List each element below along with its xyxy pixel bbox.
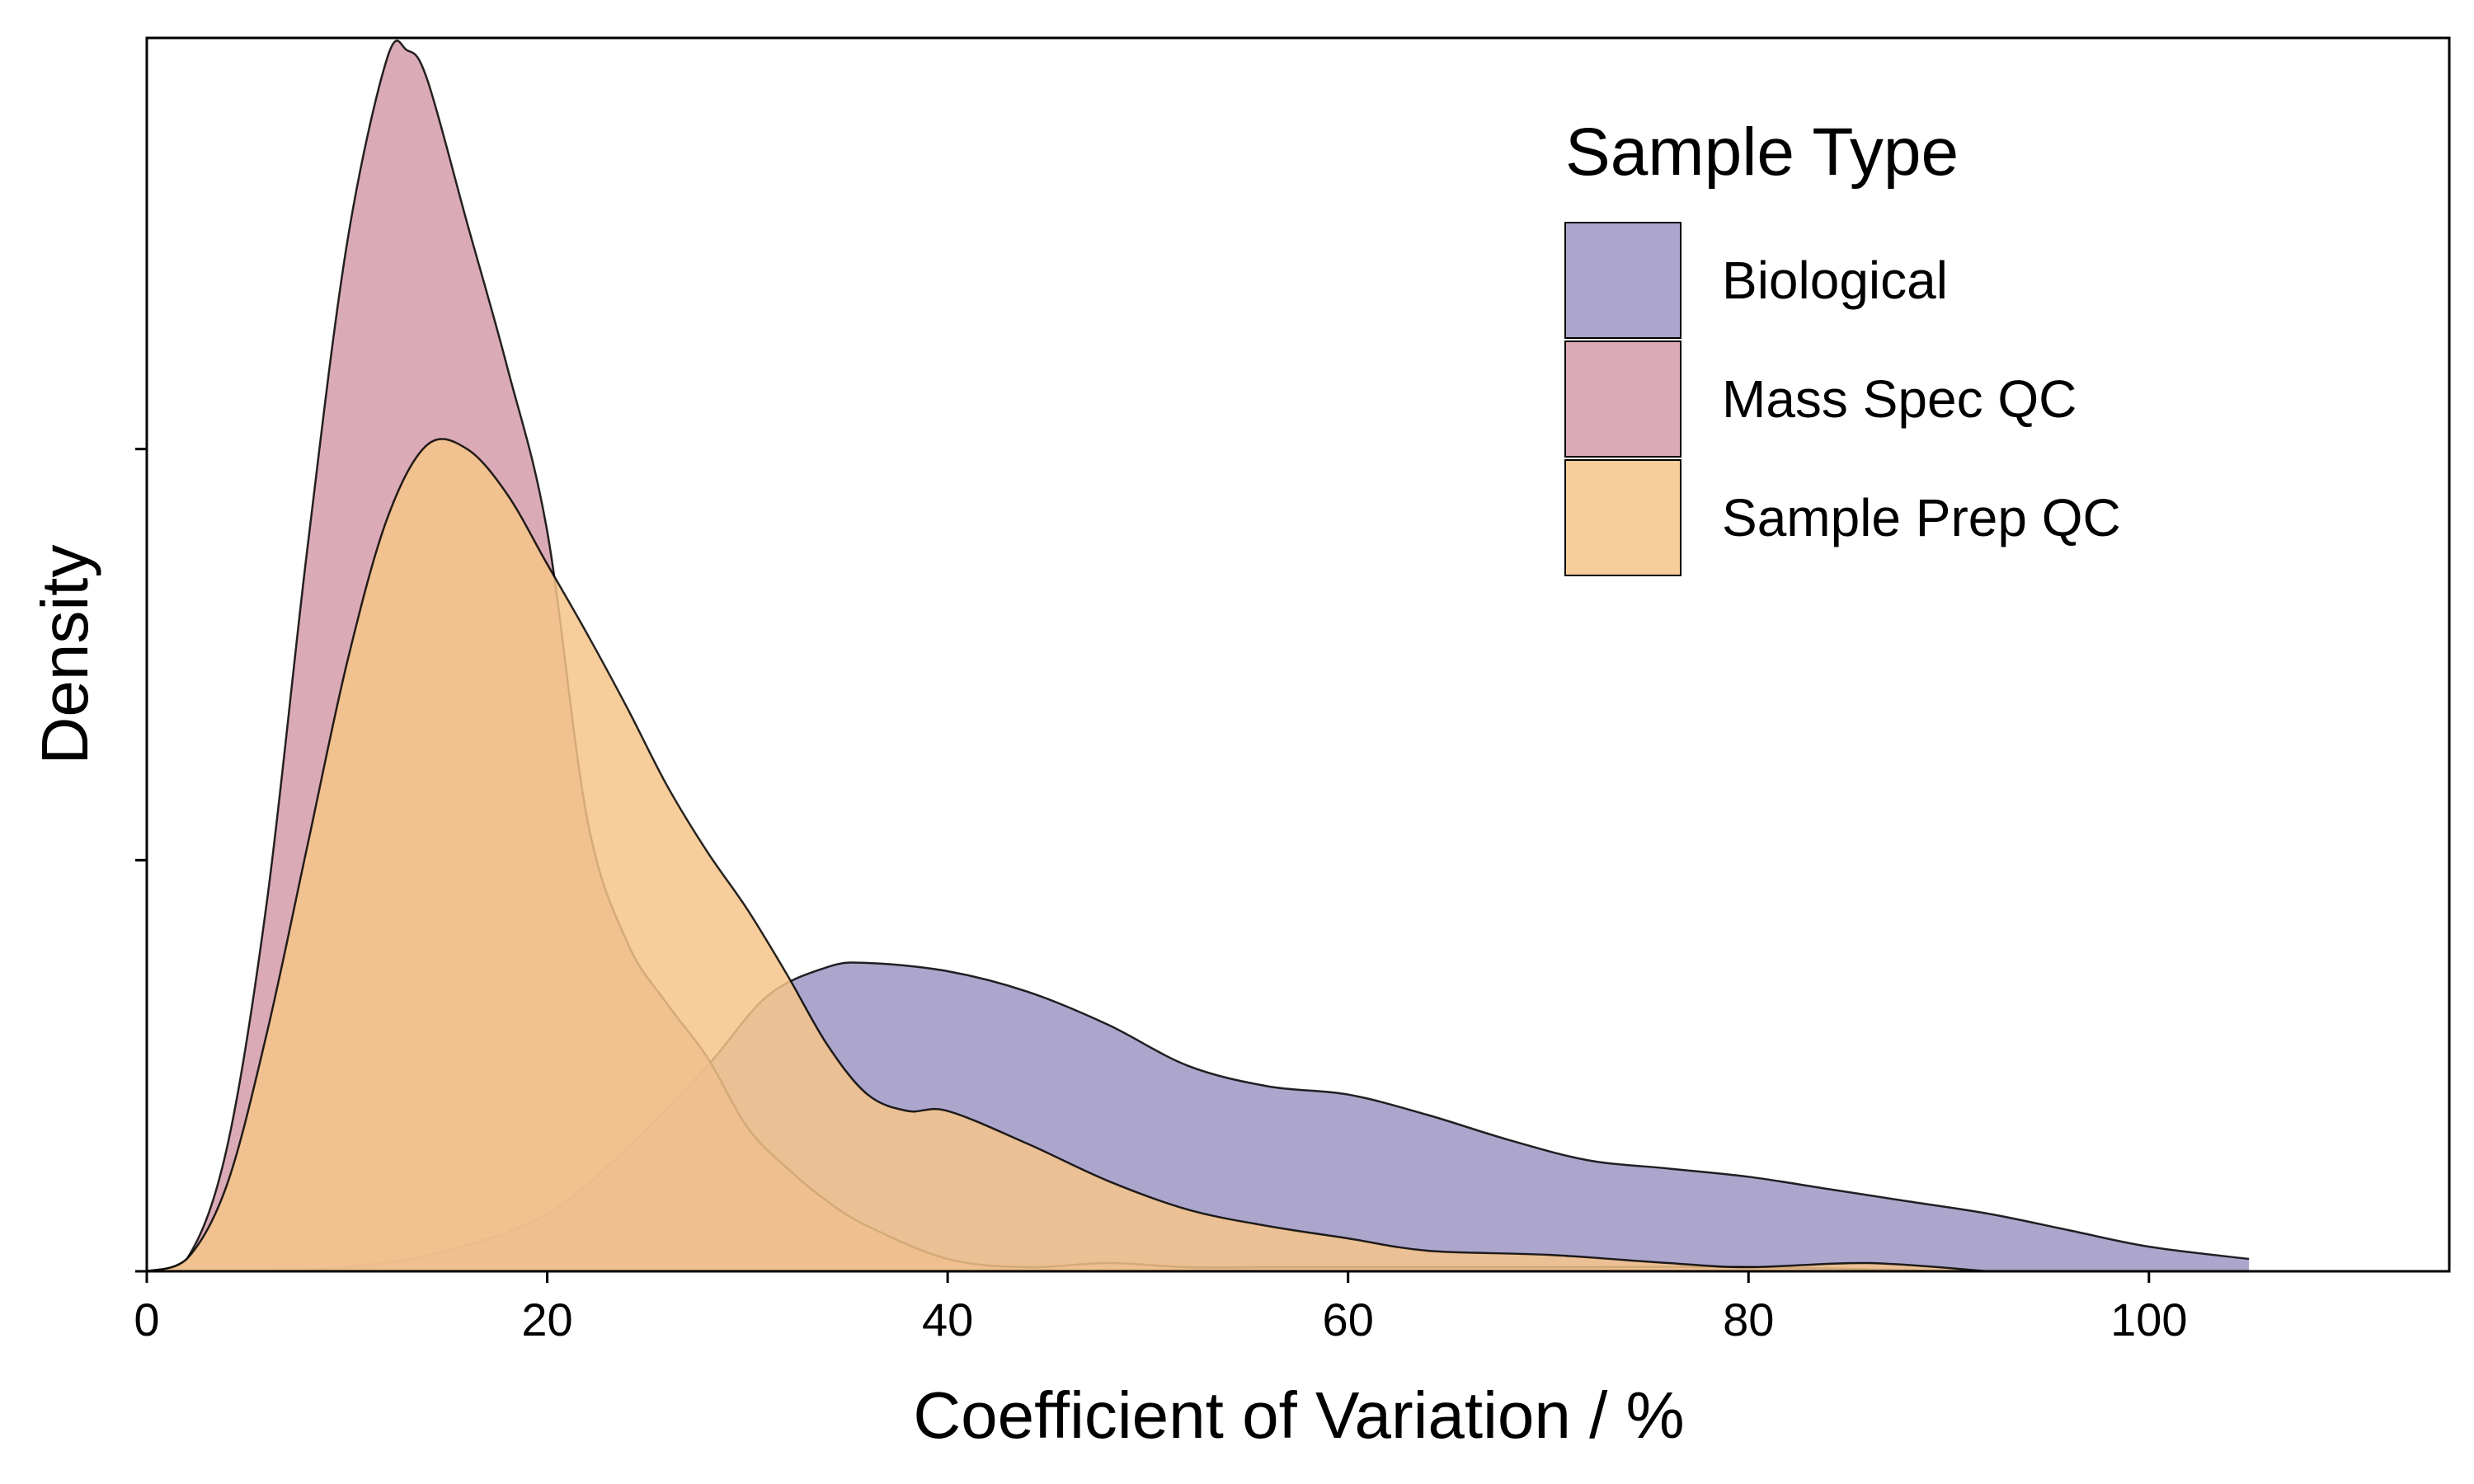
legend-label-mass-spec-qc: Mass Spec QC: [1722, 369, 2077, 429]
x-tick-label: 20: [521, 1294, 572, 1345]
y-axis-ticks: [135, 448, 147, 1273]
series-layer: [146, 40, 2250, 1273]
x-tick-label: 60: [1323, 1294, 1374, 1345]
series-area-sample-prep-qc: [147, 439, 1989, 1271]
plot-frame: [145, 36, 2451, 1273]
legend-swatch-mass-spec-qc: [1564, 340, 1681, 458]
legend-title: Sample Type: [1565, 115, 1959, 190]
legend-label-sample-prep-qc: Sample Prep QC: [1722, 488, 2121, 547]
series-line-sample-prep-qc: [146, 438, 1989, 1273]
legend: Sample Type Biological Mass Spec QC Sample…: [1564, 115, 2121, 576]
x-tick-label: 40: [922, 1294, 973, 1345]
legend-swatch-biological: [1564, 222, 1681, 339]
legend-label-biological: Biological: [1722, 251, 1948, 310]
x-tick-label: 100: [2110, 1294, 2187, 1345]
x-axis-ticks: 0 20 40 60 80 100: [134, 1271, 2188, 1345]
legend-items: Biological Mass Spec QC Sample Prep QC: [1564, 222, 2121, 576]
x-tick-label: 0: [134, 1294, 159, 1345]
y-axis-label: Density: [28, 545, 101, 765]
x-tick-label: 80: [1723, 1294, 1774, 1345]
x-axis-label: Coefficient of Variation / %: [913, 1378, 1684, 1452]
legend-swatch-sample-prep-qc: [1564, 459, 1681, 576]
